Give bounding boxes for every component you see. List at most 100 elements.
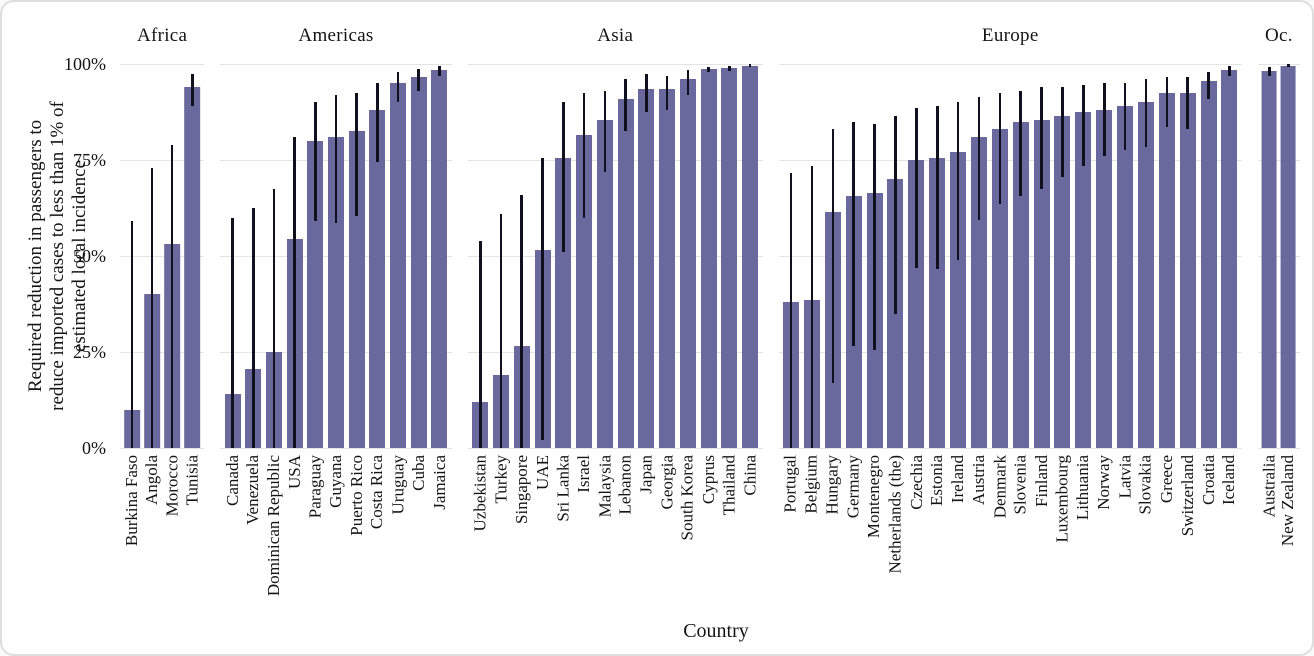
error-bar-tunisia — [190, 73, 194, 107]
x-label-denmark: Denmark — [989, 455, 1009, 519]
error-bar-dominican-republic — [272, 188, 276, 448]
bar-greece — [1158, 92, 1175, 448]
bar-slot-uruguay — [388, 64, 409, 448]
x-label-slot-dominican-republic: Dominican Republic — [264, 448, 285, 616]
error-bar-canada — [231, 217, 234, 448]
x-label-sri-lanka: Sri Lanka — [553, 455, 573, 522]
bar-slot-portugal — [781, 64, 802, 448]
x-label-slot-denmark: Denmark — [989, 448, 1010, 616]
bar-slot-lithuania — [1073, 64, 1094, 448]
bar-slot-singapore — [511, 64, 532, 448]
x-label-portugal: Portugal — [781, 455, 801, 513]
bars-europe — [779, 64, 1242, 448]
error-bar-thailand — [728, 66, 731, 71]
bar-slot-georgia — [657, 64, 678, 448]
bar-jamaica — [431, 70, 448, 448]
error-bar-norway — [1102, 83, 1106, 157]
x-label-israel: Israel — [574, 455, 594, 493]
x-labels-oc: Australia New Zealand — [1258, 448, 1300, 616]
error-bar-switzerland — [1186, 77, 1189, 130]
x-label-slot-greece: Greece — [1156, 448, 1177, 616]
bar-slot-denmark — [989, 64, 1010, 448]
bar-switzerland — [1179, 92, 1196, 448]
bar-slot-malaysia — [594, 64, 615, 448]
x-label-slot-georgia: Georgia — [657, 448, 678, 616]
x-label-cuba: Cuba — [408, 455, 428, 491]
facet-plot-asia — [467, 64, 763, 449]
x-labels-africa: Burkina Faso Angola Morocco Tunisia — [120, 448, 204, 616]
x-label-slot-portugal: Portugal — [781, 448, 802, 616]
error-bar-estonia — [935, 106, 939, 270]
facet-panel-africa: Africa Burkina Faso Angola Morocco Tunisia — [120, 8, 205, 616]
x-label-slot-australia: Australia — [1259, 448, 1279, 616]
x-label-new-zealand: New Zealand — [1278, 455, 1298, 547]
gridline-25 — [778, 352, 1242, 353]
bar-slovenia — [1012, 121, 1029, 448]
bar-slot-switzerland — [1177, 64, 1198, 448]
error-bar-australia — [1268, 66, 1271, 77]
x-label-slot-morocco: Morocco — [162, 448, 182, 616]
x-label-slot-cuba: Cuba — [408, 448, 429, 616]
x-label-austria: Austria — [968, 455, 988, 506]
bar-puerto-rico — [348, 131, 365, 448]
bar-uruguay — [390, 83, 407, 448]
error-bar-new-zealand — [1287, 64, 1290, 68]
bar-finland — [1033, 119, 1050, 448]
error-bar-cuba — [417, 69, 421, 91]
bar-guyana — [328, 136, 344, 448]
error-bar-slovenia — [1019, 90, 1022, 197]
x-label-luxembourg: Luxembourg — [1052, 455, 1072, 543]
bar-latvia — [1117, 106, 1134, 448]
facet-title-africa: Africa — [136, 25, 188, 46]
x-label-slot-uae: UAE — [532, 448, 553, 616]
x-label-slot-cyprus: Cyprus — [698, 448, 719, 616]
bar-slot-montenegro — [864, 64, 885, 448]
error-bar-slovakia — [1144, 79, 1148, 147]
bar-slot-cuba — [408, 64, 429, 448]
x-label-usa: USA — [284, 455, 304, 490]
x-label-japan: Japan — [636, 455, 656, 494]
x-label-china: China — [740, 455, 760, 496]
x-label-slot-hungary: Hungary — [822, 448, 843, 616]
y-axis-title-line-2: reduce imported cases to less than 1% of — [47, 101, 68, 411]
facet-panel-europe: Europe Portugal Belgium Hungary Germany Monte… — [778, 8, 1242, 616]
x-label-lebanon: Lebanon — [615, 455, 635, 515]
x-label-slot-germany: Germany — [843, 448, 864, 616]
x-label-uae: UAE — [532, 455, 552, 490]
bar-slot-latvia — [1115, 64, 1136, 448]
bar-slot-burkina-faso — [122, 64, 142, 448]
error-bar-malaysia — [603, 90, 607, 172]
bar-slot-lebanon — [615, 64, 636, 448]
error-bar-uruguay — [396, 71, 400, 103]
error-bar-belgium — [810, 165, 814, 448]
error-bar-israel — [582, 92, 586, 218]
bar-slot-jamaica — [429, 64, 450, 448]
x-label-slot-iceland: Iceland — [1219, 448, 1240, 616]
x-label-slot-angola: Angola — [142, 448, 162, 616]
bar-norway — [1096, 110, 1113, 448]
x-label-georgia: Georgia — [657, 455, 677, 510]
bar-slot-netherlands-the — [885, 64, 906, 448]
error-bar-montenegro — [873, 123, 876, 351]
x-label-slot-switzerland: Switzerland — [1177, 448, 1198, 616]
error-bar-usa — [293, 136, 296, 448]
x-label-cyprus: Cyprus — [698, 455, 718, 505]
x-label-slot-costa-rica: Costa Rica — [367, 448, 388, 616]
x-label-slot-slovenia: Slovenia — [1010, 448, 1031, 616]
bar-israel — [576, 135, 593, 448]
x-label-thailand: Thailand — [719, 455, 739, 516]
x-label-slot-japan: Japan — [636, 448, 657, 616]
x-label-jamaica: Jamaica — [429, 455, 449, 510]
bar-estonia — [929, 158, 946, 448]
bar-tunisia — [184, 87, 201, 448]
x-label-germany: Germany — [843, 455, 863, 519]
error-bar-luxembourg — [1061, 87, 1064, 178]
bar-slot-hungary — [822, 64, 843, 448]
x-label-latvia: Latvia — [1115, 455, 1135, 499]
bar-sri-lanka — [555, 158, 572, 448]
bar-slot-estonia — [927, 64, 948, 448]
x-label-slot-croatia: Croatia — [1198, 448, 1219, 616]
bar-slot-austria — [969, 64, 990, 448]
error-bar-angola — [150, 167, 154, 448]
